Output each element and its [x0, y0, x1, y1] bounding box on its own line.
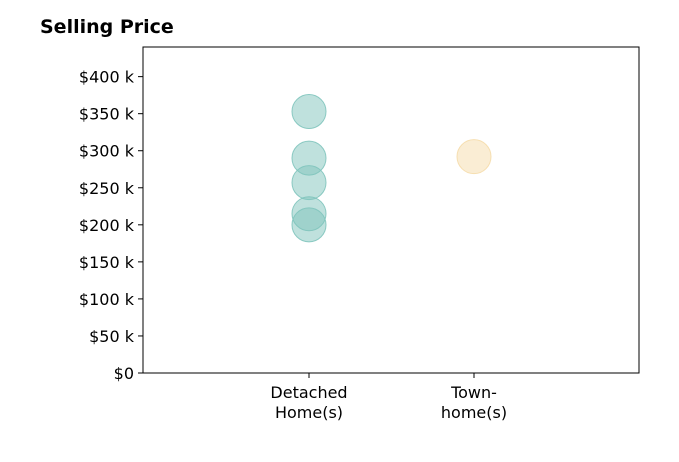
y-tick-label: $0 [114, 364, 134, 383]
x-tick-label: Detached [270, 383, 347, 402]
y-tick-label: $50 k [89, 327, 135, 346]
data-points [291, 93, 492, 243]
y-tick-label: $300 k [79, 142, 135, 161]
data-point [291, 207, 327, 243]
y-tick-label: $200 k [79, 216, 135, 235]
chart-title: Selling Price [40, 16, 174, 38]
y-tick-label: $150 k [79, 253, 135, 272]
data-point [291, 165, 327, 201]
data-point [291, 93, 327, 129]
x-tick-label: home(s) [441, 403, 507, 422]
y-tick-label: $400 k [79, 68, 135, 87]
y-axis: $0 $50 k $100 k $150 k $200 k $250 k $300 k $35… [79, 68, 143, 383]
x-tick-label: Town- [450, 383, 497, 402]
plot-area-frame [142, 46, 640, 374]
x-tick-label: Home(s) [275, 403, 343, 422]
y-tick-label: $100 k [79, 290, 135, 309]
y-tick-label: $350 k [79, 105, 135, 124]
data-point [456, 139, 492, 175]
y-tick-label: $250 k [79, 179, 135, 198]
